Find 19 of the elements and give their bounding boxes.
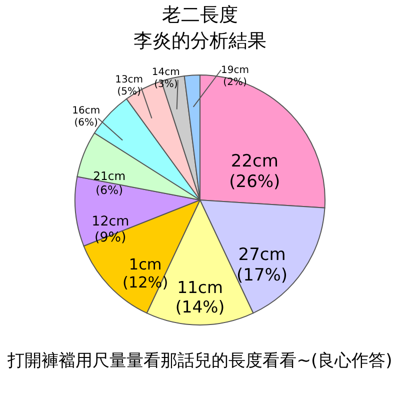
slice-label: 11cm xyxy=(177,278,223,297)
data-label: (6%) xyxy=(96,183,124,198)
data-label: (14%) xyxy=(175,298,225,317)
data-label: (26%) xyxy=(229,172,280,192)
data-label: (6%) xyxy=(74,117,98,128)
slice-label: 19cm xyxy=(221,65,249,76)
data-label: (2%) xyxy=(223,77,247,88)
text: 打開褲襠用尺量量看那話兒的長度看看~(良心作答) xyxy=(6,350,394,372)
slice-label: 16cm xyxy=(72,105,100,116)
slice-label: 22cm xyxy=(230,152,278,172)
slice-label: 27cm xyxy=(238,245,286,266)
chart-subtitle: 李炎的分析結果 xyxy=(132,29,268,54)
slice-label: 21cm xyxy=(93,169,126,184)
slice-label: 14cm xyxy=(152,67,180,78)
slice-label: 13cm xyxy=(115,74,144,86)
chart-title: 老二長度 xyxy=(161,3,239,28)
slice-label: 12cm xyxy=(92,214,130,230)
data-label: (17%) xyxy=(236,266,288,286)
slice-label: 1cm xyxy=(128,255,162,274)
